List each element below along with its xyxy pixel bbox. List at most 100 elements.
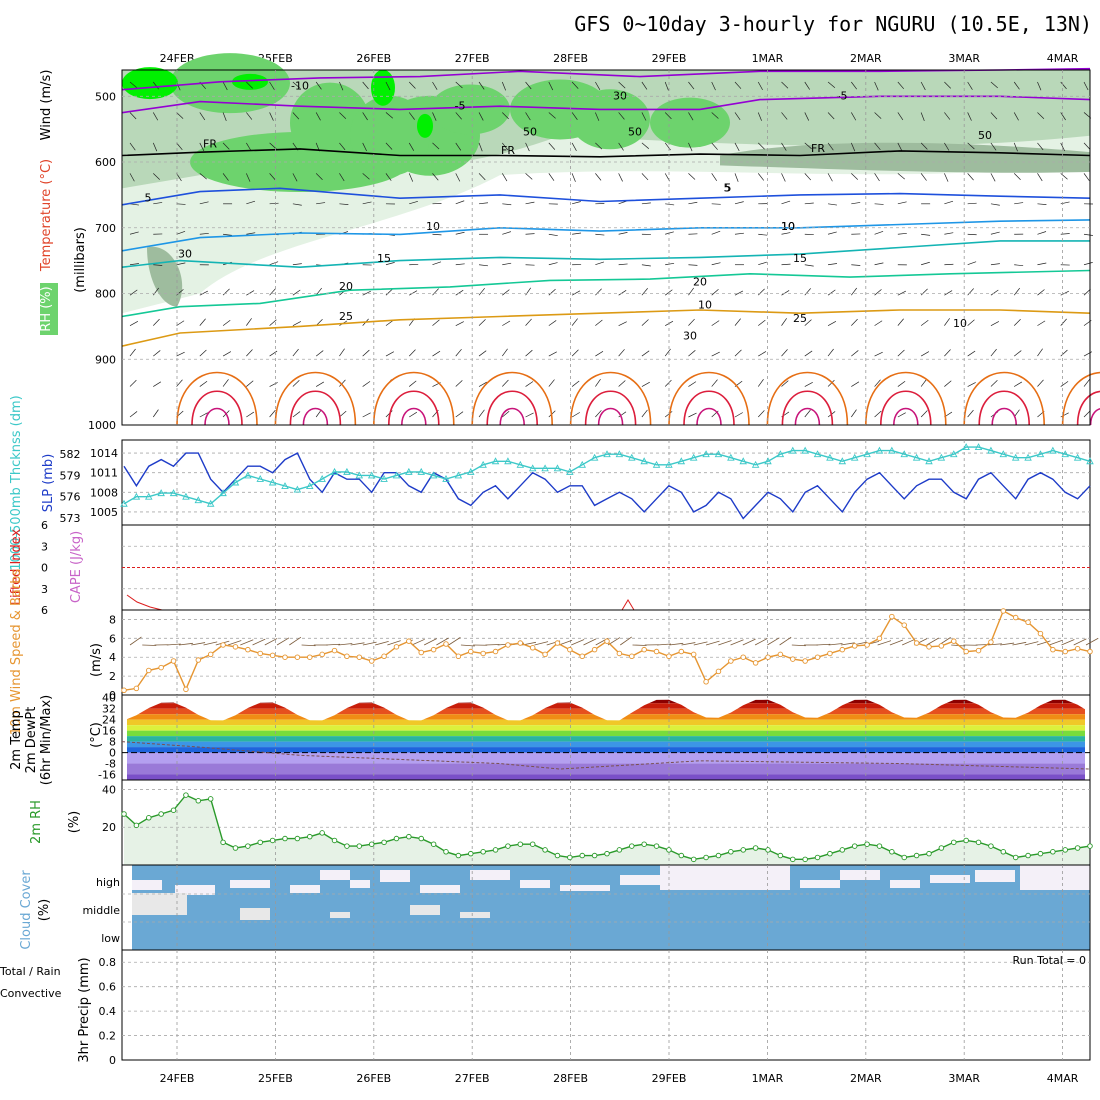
upper-wind-barb xyxy=(269,112,274,121)
upper-wind-barb xyxy=(176,351,185,357)
upper-frame xyxy=(121,69,1091,426)
data-point xyxy=(864,642,870,648)
upper-wind-barb xyxy=(1060,201,1070,205)
upper-wind-barb xyxy=(734,412,743,418)
upper-wind-barb xyxy=(688,201,698,205)
upper-wind-barb xyxy=(502,379,509,387)
contour-label: 30 xyxy=(683,330,697,343)
slp-label: SLP (mb) xyxy=(41,454,56,513)
upper-wind-barb xyxy=(757,112,762,121)
upper-wind-barb xyxy=(152,112,159,121)
upper-wind-barb xyxy=(339,81,344,91)
upper-wind-barb xyxy=(432,350,441,357)
upper-wind-barb xyxy=(502,203,512,206)
contour-label: -5 xyxy=(455,99,466,112)
upper-wind-barb xyxy=(153,173,160,180)
wind-barb xyxy=(1024,641,1039,646)
data-point xyxy=(689,453,698,461)
data-point xyxy=(962,443,970,451)
upper-wind-barb xyxy=(1037,262,1047,266)
upper-wind-barb xyxy=(246,232,256,235)
data-point xyxy=(1087,648,1093,655)
temp-tick: 32 xyxy=(102,703,116,716)
upper-wind-barb xyxy=(269,173,276,181)
upper-wind-barb xyxy=(176,142,183,151)
data-point xyxy=(121,687,127,694)
upper-wind-barb xyxy=(967,350,976,357)
data-point xyxy=(429,471,438,479)
upper-wind-barb xyxy=(478,381,487,387)
upper-wind-barb xyxy=(362,142,367,152)
upper-wind-barb xyxy=(432,233,442,236)
upper-wind-barb xyxy=(688,264,698,266)
warm-bump-contour xyxy=(781,390,834,426)
cape-label: CAPE (J/kg) xyxy=(69,531,84,603)
upper-wind-barb xyxy=(618,349,625,357)
data-point xyxy=(889,849,895,855)
rh-vivid-region xyxy=(122,67,178,100)
top-date-label: 29FEB xyxy=(652,52,687,65)
wind-barb xyxy=(240,639,254,646)
slp-tick: 1011 xyxy=(90,467,118,480)
li-tick: 6 xyxy=(41,519,48,532)
upper-wind-barb xyxy=(525,381,534,387)
upper-wind-barb xyxy=(781,263,791,266)
upper-wind-barb xyxy=(804,288,811,296)
data-point xyxy=(505,843,511,849)
precip-conv-label: Convective xyxy=(0,987,62,1000)
upper-wind-barb xyxy=(502,142,509,151)
temp-color-band xyxy=(127,752,1085,764)
upper-wind-barb xyxy=(339,203,349,205)
upper-wind-barb xyxy=(525,173,533,180)
upper-wind-barb xyxy=(153,264,163,266)
data-point xyxy=(344,843,350,849)
cloud-clear-gap xyxy=(350,880,370,888)
upper-wind-barb xyxy=(804,382,813,387)
upper-wind-barb xyxy=(851,202,861,205)
data-point xyxy=(145,492,153,500)
wind-barb xyxy=(987,643,1002,646)
contour-label: 15 xyxy=(377,252,391,265)
data-point xyxy=(604,850,610,857)
upper-wind-barb xyxy=(641,202,651,205)
upper-wind-barb xyxy=(432,81,438,90)
upper-wind-barb xyxy=(571,380,580,387)
upper-wind-barb xyxy=(1060,381,1069,387)
wind-barb xyxy=(387,640,401,646)
upper-wind-barb xyxy=(455,231,465,235)
wind-barb xyxy=(362,641,377,646)
upper-wind-barb xyxy=(478,112,484,121)
upper-wind-barb xyxy=(455,411,464,418)
upper-wind-barb xyxy=(1083,81,1089,91)
data-point xyxy=(492,847,499,853)
dewpoint-line xyxy=(121,741,1091,770)
data-point xyxy=(158,811,164,817)
wind-barb xyxy=(276,637,290,646)
upper-wind-barb xyxy=(385,320,394,326)
upper-wind-barb xyxy=(152,142,158,152)
upper-wind-barb xyxy=(409,201,418,205)
data-point xyxy=(640,457,648,465)
thickness-tick: 573 xyxy=(60,512,81,525)
upper-wind-barb xyxy=(571,318,578,326)
upper-wind-barb xyxy=(455,289,464,296)
data-point xyxy=(703,679,709,685)
upper-wind-barb xyxy=(711,230,721,235)
data-point xyxy=(925,457,933,465)
data-point xyxy=(926,644,932,650)
data-point xyxy=(987,446,995,454)
thickness-series-line xyxy=(123,446,1091,505)
upper-wind-barb xyxy=(990,173,996,182)
data-point xyxy=(951,638,957,644)
upper-wind-barb xyxy=(990,231,1000,235)
temperature-contour xyxy=(121,269,1091,318)
upper-wind-barb xyxy=(781,81,789,89)
cloud-clear-gap xyxy=(890,880,920,888)
upper-wind-barb xyxy=(734,112,741,121)
data-point xyxy=(480,650,486,657)
upper-wind-barb xyxy=(827,348,834,357)
upper-wind-barb xyxy=(711,142,718,150)
data-point xyxy=(455,653,462,660)
upper-wind-barb xyxy=(641,112,647,121)
upper-wind-barb xyxy=(595,288,602,296)
